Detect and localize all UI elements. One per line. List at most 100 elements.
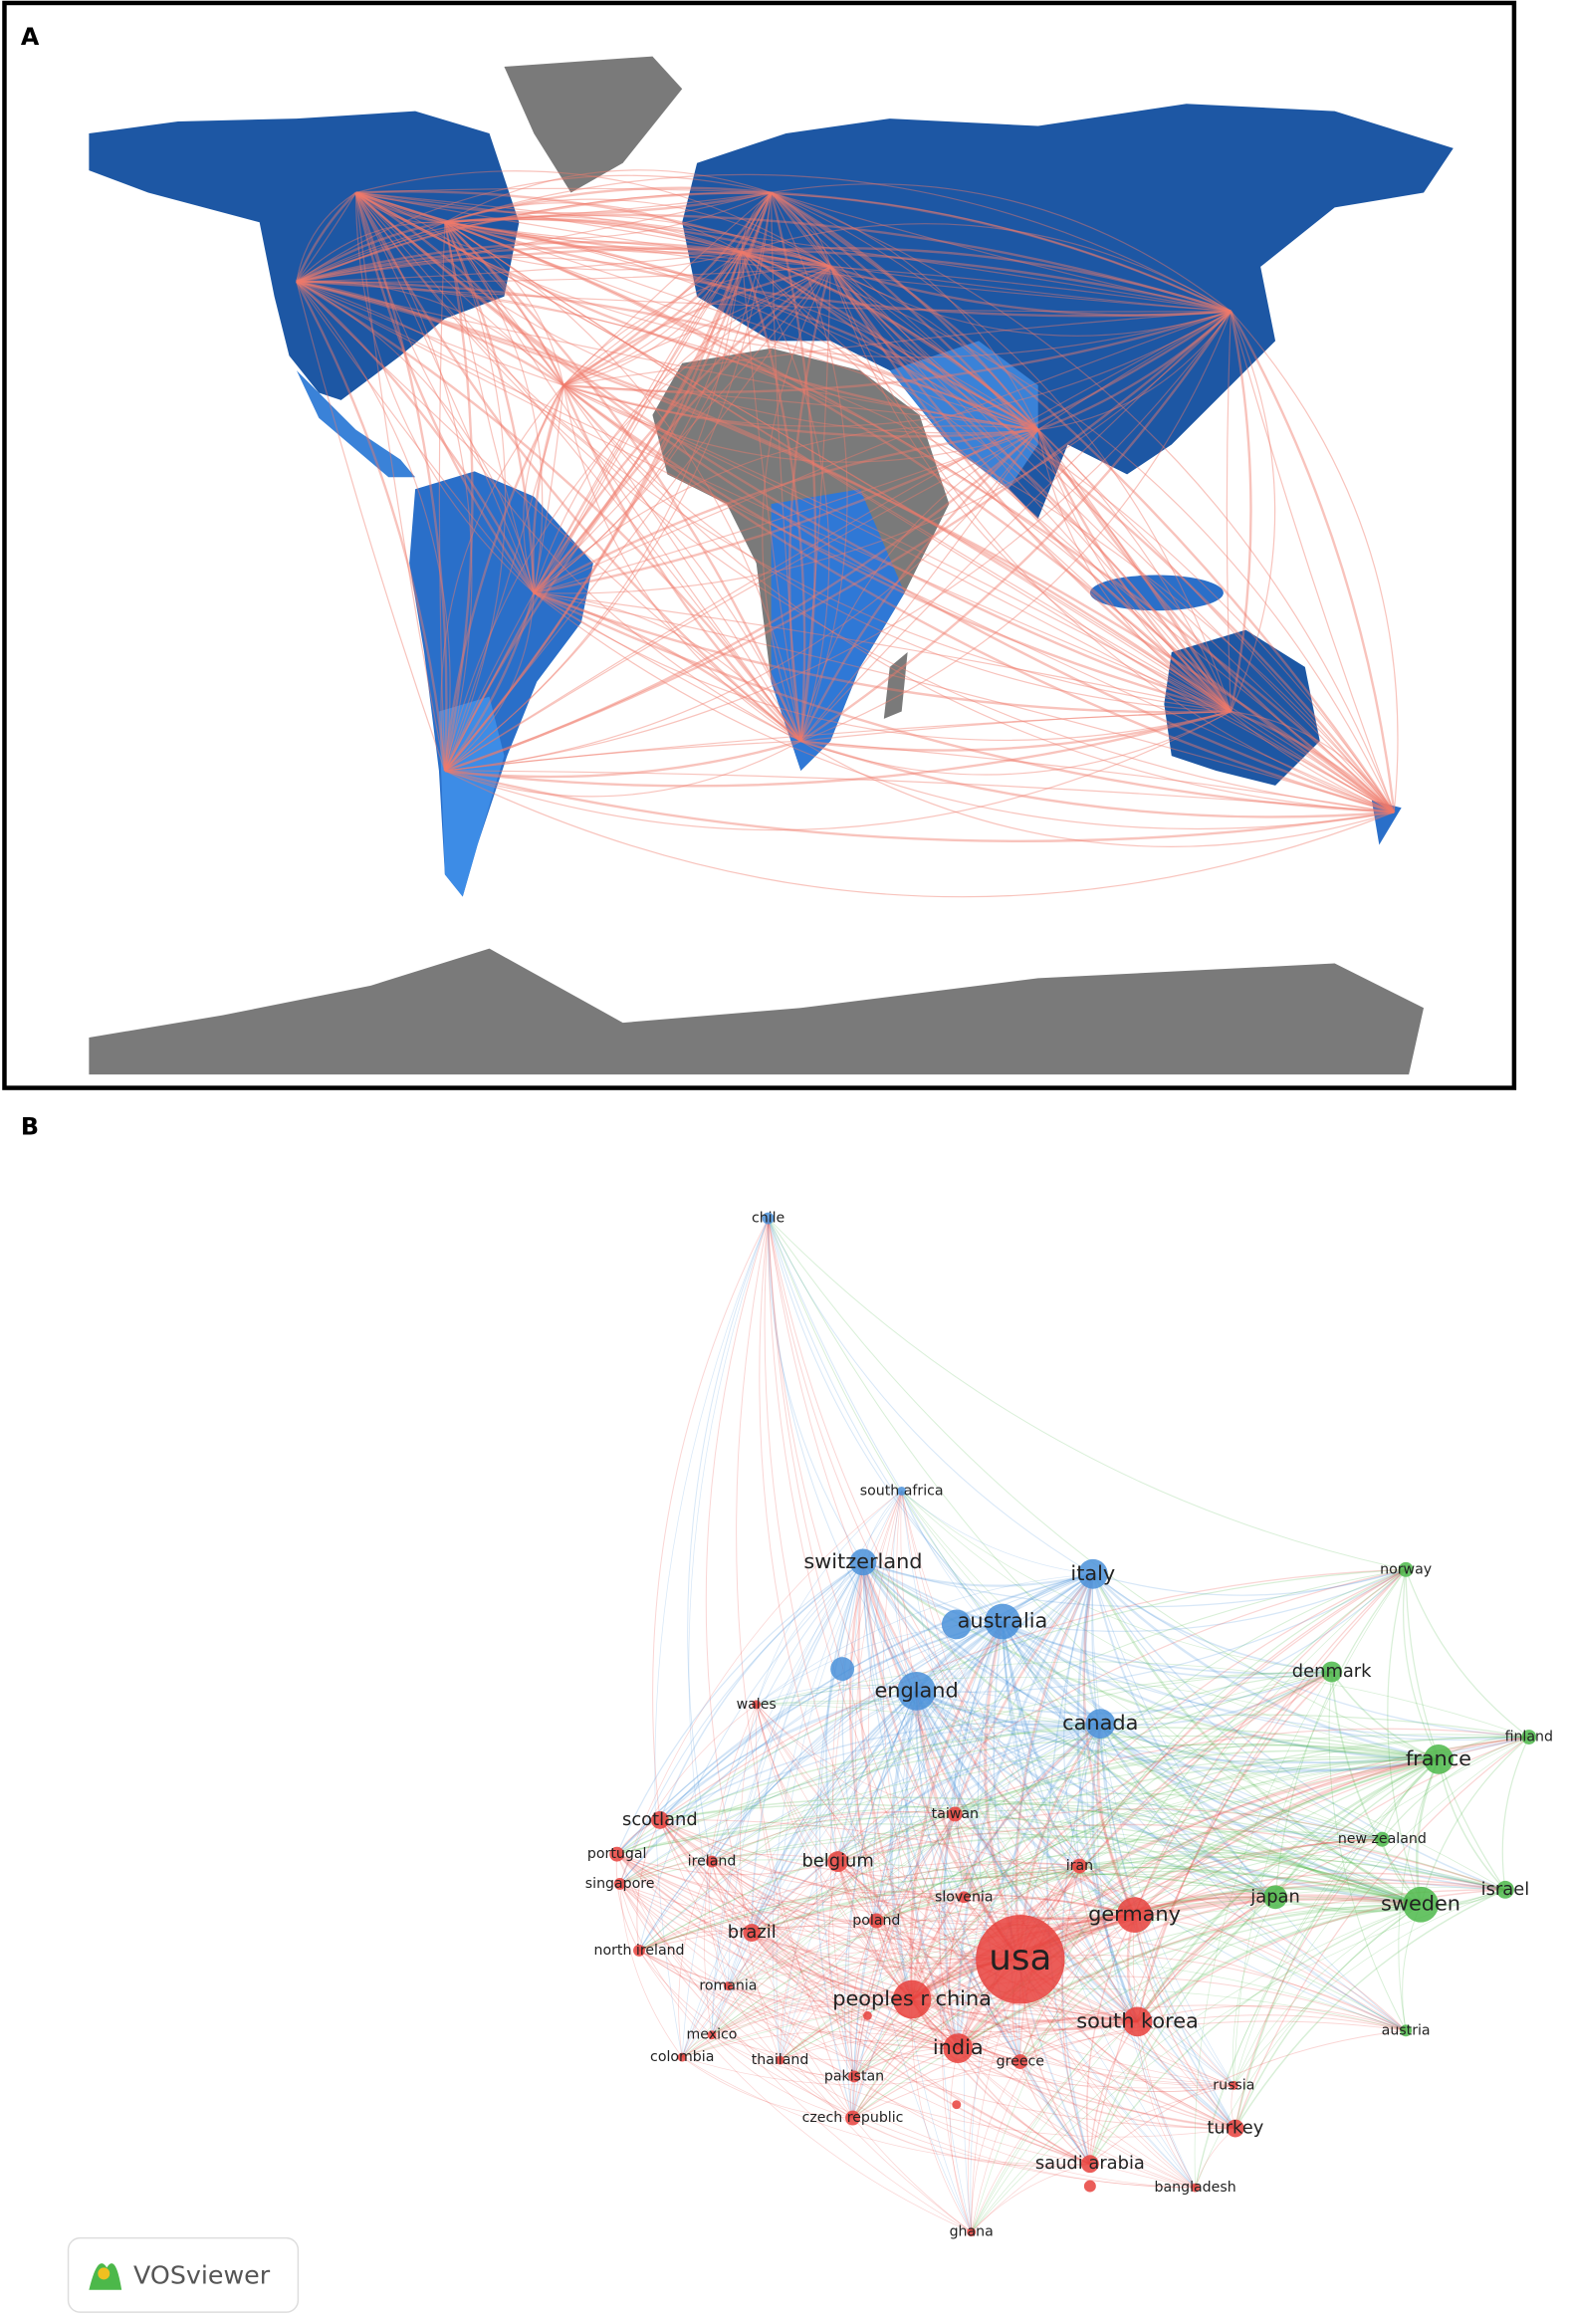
node-label: norway (1380, 1561, 1432, 1577)
network-edge (687, 1218, 770, 1862)
map-link (444, 221, 565, 386)
network-edge (993, 1621, 1091, 2165)
network-edge (862, 1561, 1004, 1623)
network-edge (971, 2163, 1090, 2232)
map-link (354, 192, 535, 593)
network-node (1321, 1661, 1343, 1683)
network-edge (751, 1690, 918, 1934)
network-edge (756, 1704, 1422, 1906)
map-link (444, 169, 772, 223)
network-edge (751, 1756, 1439, 1934)
network-edge (1002, 1621, 1080, 1867)
network-edge (728, 1985, 913, 2008)
network-edge (915, 1690, 1422, 1907)
map-link (444, 217, 743, 254)
network-edge (711, 2034, 1196, 2189)
network-edge (616, 1853, 959, 2049)
map-link (741, 251, 830, 742)
map-link (296, 247, 1232, 313)
network-edge (638, 1734, 1529, 1952)
network-edge (616, 1823, 1276, 1898)
network-edge (711, 1861, 1080, 1892)
map-link (355, 191, 742, 253)
network-edge (768, 1218, 1407, 2031)
network-edge (862, 1561, 1422, 1906)
node-label: peoples r china (832, 1986, 992, 2010)
map-link (741, 251, 1039, 431)
map-link (562, 266, 831, 386)
map-link (741, 251, 1395, 813)
network-edge (764, 1218, 959, 2049)
network-edge (638, 1561, 864, 1952)
network-edge (711, 2034, 853, 2119)
network-edge (1099, 1723, 1440, 1771)
map-link (1231, 710, 1395, 813)
network-edge (971, 1904, 1422, 2232)
map-link (534, 591, 801, 742)
network-edge (751, 1932, 1091, 2165)
network-edge (616, 1723, 1101, 1855)
network-edge (711, 1861, 838, 2035)
node-label: wales (737, 1697, 777, 1713)
network-edge (711, 1896, 1422, 2036)
network-edge (682, 2031, 959, 2058)
map-link (1230, 311, 1252, 712)
network-edge (901, 1491, 1439, 1760)
world-map (89, 56, 1454, 1075)
network-edge (616, 1853, 1020, 1961)
network-edge (1063, 1573, 1094, 1867)
map-link (444, 192, 773, 772)
network-edge (756, 1704, 913, 2000)
map-link (444, 266, 831, 772)
network-edge (1018, 1723, 1101, 2062)
network-edge (862, 1561, 1021, 2062)
network-edge (728, 1985, 1020, 2063)
network-node (1229, 2080, 1238, 2090)
network-edge (1019, 2061, 1091, 2165)
network-edge (1402, 1569, 1440, 1760)
map-link (444, 192, 773, 772)
network-edge (688, 1218, 769, 1986)
node-label: czech republic (802, 2110, 904, 2126)
map-link (296, 281, 1038, 431)
network-edge (963, 1723, 1101, 1898)
map-link (1230, 311, 1276, 712)
node-label: ireland (688, 1854, 737, 1870)
map-link (444, 221, 831, 268)
network-node (958, 1891, 971, 1904)
map-link (1230, 710, 1396, 813)
network-edge (853, 2018, 1138, 2077)
network-edge (853, 1723, 1101, 2077)
node-label: japan (1249, 1886, 1300, 1907)
network-edge (1232, 1897, 1276, 2086)
network-edge (638, 1950, 913, 2003)
map-link (534, 311, 1232, 594)
network-edge (616, 1803, 1506, 1891)
network-node (752, 1700, 762, 1710)
network-edge (619, 1883, 1196, 2189)
network-edge (780, 2009, 1138, 2061)
network-edge (780, 1737, 1529, 2061)
network-edge (740, 1704, 781, 2061)
map-link (533, 591, 1232, 741)
map-link (444, 217, 831, 269)
map-link (354, 192, 801, 742)
network-edge (711, 1859, 1407, 2031)
network-edge (954, 1813, 1135, 1916)
node-label: germany (1088, 1902, 1181, 1926)
network-edge (916, 1690, 1101, 1728)
network-edge (659, 1568, 1407, 1821)
network-edge (751, 1932, 972, 2233)
network-edge (619, 1833, 1422, 1906)
network-edge (751, 1561, 864, 1934)
network-edge (728, 1723, 1101, 1986)
madagascar (883, 651, 908, 719)
network-edge (862, 1561, 1506, 1891)
network-edge (837, 1860, 1135, 1920)
network-edge (1019, 1758, 1440, 2062)
network-edge (1019, 1896, 1276, 2062)
network-edge (911, 1865, 1080, 2000)
network-edge (861, 1561, 1139, 2023)
map-link (741, 252, 801, 742)
network-node (897, 1486, 907, 1496)
